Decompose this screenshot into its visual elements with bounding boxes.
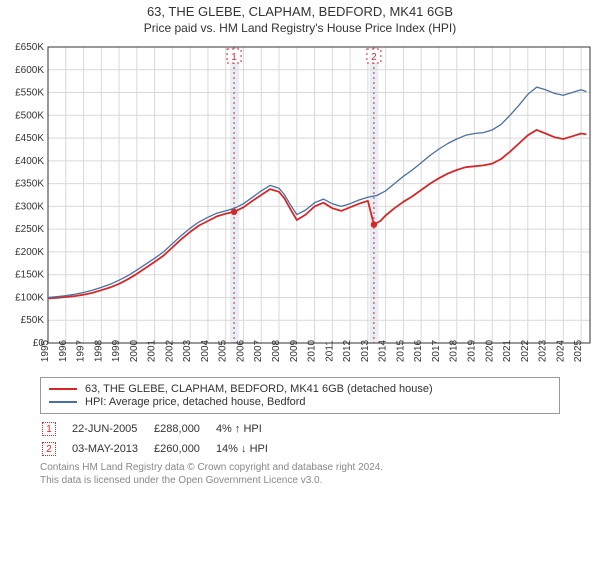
svg-text:£300K: £300K: [15, 201, 44, 212]
attribution-line: Contains HM Land Registry data © Crown c…: [40, 462, 560, 475]
legend: 63, THE GLEBE, CLAPHAM, BEDFORD, MK41 6G…: [40, 377, 560, 414]
chart-area: £0£50K£100K£150K£200K£250K£300K£350K£400…: [0, 41, 600, 371]
svg-text:£600K: £600K: [15, 65, 44, 76]
svg-text:£150K: £150K: [15, 270, 44, 281]
svg-text:£500K: £500K: [15, 110, 44, 121]
chart-subtitle: Price paid vs. HM Land Registry's House …: [0, 21, 600, 35]
svg-text:£250K: £250K: [15, 224, 44, 235]
attribution-line: This data is licensed under the Open Gov…: [40, 475, 560, 488]
svg-text:£100K: £100K: [15, 292, 44, 303]
sale-price: £260,000: [154, 440, 214, 458]
attribution: Contains HM Land Registry data © Crown c…: [40, 462, 560, 487]
legend-label: 63, THE GLEBE, CLAPHAM, BEDFORD, MK41 6G…: [85, 383, 433, 395]
svg-text:1: 1: [231, 52, 237, 63]
sale-price: £288,000: [154, 420, 214, 438]
sale-marker: 2: [42, 442, 56, 456]
chart-title: 63, THE GLEBE, CLAPHAM, BEDFORD, MK41 6G…: [0, 4, 600, 19]
svg-text:£400K: £400K: [15, 156, 44, 167]
legend-swatch: [49, 401, 77, 403]
line-chart: £0£50K£100K£150K£200K£250K£300K£350K£400…: [0, 41, 600, 371]
svg-text:£50K: £50K: [21, 315, 45, 326]
svg-text:£450K: £450K: [15, 133, 44, 144]
sales-row: 1 22-JUN-2005£288,0004% ↑ HPI: [42, 420, 282, 438]
svg-text:£550K: £550K: [15, 88, 44, 99]
sale-date: 22-JUN-2005: [72, 420, 152, 438]
svg-text:£200K: £200K: [15, 247, 44, 258]
svg-text:£650K: £650K: [15, 42, 44, 53]
sale-date: 03-MAY-2013: [72, 440, 152, 458]
sales-table: 1 22-JUN-2005£288,0004% ↑ HPI 2 03-MAY-2013…: [40, 418, 284, 460]
sale-delta: 14% ↓ HPI: [216, 440, 282, 458]
legend-swatch: [49, 388, 77, 390]
sale-delta: 4% ↑ HPI: [216, 420, 282, 438]
sale-marker: 1: [42, 422, 56, 436]
svg-text:£350K: £350K: [15, 179, 44, 190]
legend-item: HPI: Average price, detached house, Bedf…: [49, 396, 551, 408]
sales-row: 2 03-MAY-2013£260,00014% ↓ HPI: [42, 440, 282, 458]
legend-item: 63, THE GLEBE, CLAPHAM, BEDFORD, MK41 6G…: [49, 383, 551, 395]
legend-label: HPI: Average price, detached house, Bedf…: [85, 396, 306, 408]
svg-text:2: 2: [371, 52, 377, 63]
